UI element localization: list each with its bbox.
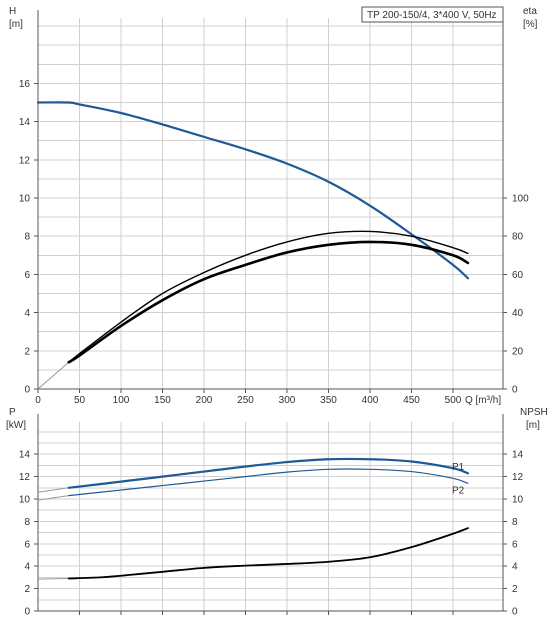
- power-curve-p1: [67, 457, 470, 489]
- top-left-tick-label: 4: [24, 308, 30, 319]
- top-x-tick-label: 150: [154, 395, 171, 406]
- top-plot-area: [38, 18, 503, 389]
- top-x-tick-label: 450: [403, 395, 420, 406]
- top-right-tick-label: 60: [512, 270, 524, 281]
- top-left-tick-label: 14: [19, 117, 31, 128]
- bottom-right-axis-title: NPSH: [520, 407, 548, 418]
- bottom-extension-line: [37, 487, 69, 493]
- bottom-left-tick-label: 0: [24, 607, 30, 618]
- bottom-extension-line: [37, 495, 69, 501]
- bottom-left-tick-label: 8: [24, 517, 30, 528]
- bottom-right-tick-label: 4: [512, 562, 518, 573]
- bottom-right-tick-label: 0: [512, 607, 518, 618]
- bottom-right-tick-label: 12: [512, 472, 524, 483]
- bottom-right-tick-label: 8: [512, 517, 518, 528]
- top-x-axis-title: Q [m³/h]: [465, 395, 501, 406]
- top-x-tick-label: 350: [320, 395, 337, 406]
- top-right-tick-label: 100: [512, 194, 529, 205]
- top-left-tick-label: 8: [24, 232, 30, 243]
- chart-title: TP 200-150/4, 3*400 V, 50Hz: [367, 10, 497, 21]
- bottom-right-axis-unit: [m]: [526, 420, 540, 431]
- bottom-right-tick-label: 2: [512, 584, 518, 595]
- bottom-left-axis-unit: [kW]: [6, 420, 26, 431]
- bottom-plot-area: [38, 422, 503, 611]
- top-right-tick-label: 20: [512, 346, 524, 357]
- bottom-right-tick-label: 6: [512, 539, 518, 550]
- series-label-p2: P2: [452, 485, 465, 496]
- top-extension-line: [37, 361, 70, 390]
- top-left-tick-label: 2: [24, 346, 30, 357]
- top-right-axis-unit: [%]: [523, 19, 538, 30]
- head-curve: [36, 101, 470, 280]
- top-x-tick-label: 300: [279, 395, 296, 406]
- bottom-extension-line: [37, 578, 69, 580]
- series-label-p1: P1: [452, 462, 465, 473]
- top-right-tick-label: 0: [512, 385, 518, 396]
- top-right-tick-label: 40: [512, 308, 524, 319]
- bottom-left-tick-label: 12: [19, 472, 31, 483]
- top-x-tick-label: 250: [237, 395, 254, 406]
- bottom-left-tick-label: 4: [24, 562, 30, 573]
- top-left-tick-label: 16: [19, 79, 31, 90]
- bottom-left-tick-label: 6: [24, 539, 30, 550]
- efficiency-curve-thin: [68, 230, 469, 363]
- top-right-axis-title: eta: [523, 6, 537, 17]
- bottom-left-tick-label: 14: [19, 450, 31, 461]
- top-x-tick-label: 200: [196, 395, 213, 406]
- top-right-tick-label: 80: [512, 232, 524, 243]
- top-x-tick-label: 50: [74, 395, 86, 406]
- top-left-axis-title: H: [9, 6, 16, 17]
- top-left-tick-label: 10: [19, 194, 31, 205]
- bottom-left-tick-label: 10: [19, 495, 31, 506]
- top-left-axis-unit: [m]: [9, 19, 23, 30]
- top-left-tick-label: 0: [24, 385, 30, 396]
- bottom-right-tick-label: 14: [512, 450, 524, 461]
- top-x-tick-label: 100: [113, 395, 130, 406]
- power-curve-p2: [68, 468, 469, 497]
- bottom-right-tick-label: 10: [512, 495, 524, 506]
- bottom-left-axis-title: P: [9, 407, 16, 418]
- efficiency-curve-thick: [67, 240, 470, 364]
- top-x-tick-label: 0: [35, 395, 41, 406]
- bottom-left-tick-label: 2: [24, 584, 30, 595]
- top-left-tick-label: 12: [19, 155, 31, 166]
- top-x-tick-label: 500: [445, 395, 462, 406]
- chart-title-box: [361, 6, 504, 23]
- npsh-curve: [67, 527, 469, 580]
- top-left-tick-label: 6: [24, 270, 30, 281]
- top-x-tick-label: 400: [362, 395, 379, 406]
